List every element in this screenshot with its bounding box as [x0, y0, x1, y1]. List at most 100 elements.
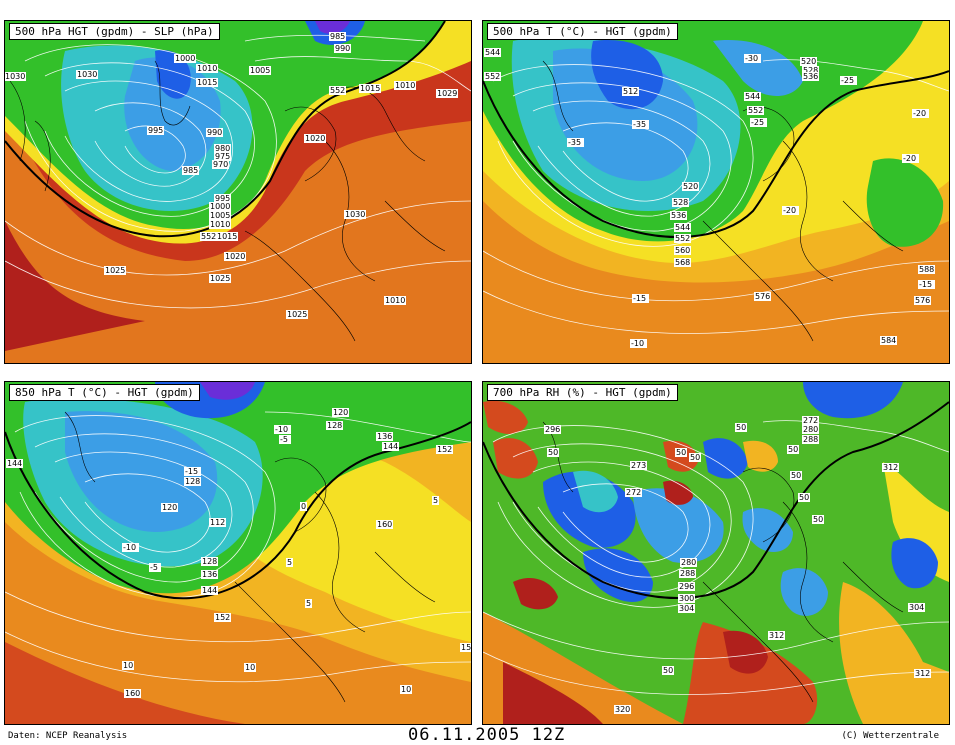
contour-label: 1005: [250, 66, 270, 75]
contour-label-bg: [544, 425, 561, 434]
contour-label: 296: [545, 425, 560, 434]
contour-label: 568: [675, 258, 690, 267]
contour-label-bg: [689, 453, 701, 462]
contour-label: 576: [755, 292, 770, 301]
contour-label-bg: [376, 520, 393, 529]
contour-label: 552: [330, 86, 345, 95]
contour-label: 128: [327, 421, 342, 430]
contour-label: 1000: [210, 202, 230, 211]
contour-label-bg: [436, 89, 458, 98]
contour-label: 975: [215, 152, 230, 161]
contour-label-bg: [300, 502, 307, 511]
contour-label: 312: [769, 631, 784, 640]
contour-label-bg: [675, 448, 687, 457]
contour-label-bg: [914, 669, 931, 678]
contour-label: -5: [280, 435, 288, 444]
contour-label-bg: [326, 421, 343, 430]
contour-label: 552: [748, 106, 763, 115]
contour-label: 584: [881, 336, 896, 345]
panel-title: 500 hPa T (°C) - HGT (gpdm): [487, 23, 678, 40]
contour-label-bg: [249, 66, 271, 75]
contour-label: 520: [683, 182, 698, 191]
contour-label-bg: [802, 435, 819, 444]
contour-label: 990: [335, 44, 350, 53]
contour-label: -20: [913, 109, 926, 118]
map-700hpa-rh-hgt: 2965027327250505050280288296300304502722…: [483, 382, 949, 724]
contour-label-bg: [400, 685, 412, 694]
contour-label-bg: [329, 86, 346, 95]
contour-label-bg: [184, 477, 201, 486]
contour-label: -10: [631, 339, 644, 348]
contour-label-bg: [614, 705, 631, 714]
contour-label: 273: [631, 461, 646, 470]
contour-label-bg: [286, 310, 308, 319]
contour-label-bg: [914, 296, 931, 305]
contour-label-bg: [216, 232, 238, 241]
contour-label-bg: [787, 445, 799, 454]
contour-label-bg: [880, 336, 897, 345]
copyright: (C) Wetterzentrale: [841, 731, 939, 741]
contour-label-bg: [122, 543, 139, 552]
contour-label: 552: [675, 234, 690, 243]
contour-label: 50: [736, 423, 746, 432]
contour-label: 50: [676, 448, 686, 457]
contour-label: 588: [919, 265, 934, 274]
contour-label-bg: [678, 604, 695, 613]
contour-label: 1030: [345, 210, 365, 219]
contour-label: 10: [123, 661, 133, 670]
contour-label: 152: [437, 445, 452, 454]
panel-title: 700 hPa RH (%) - HGT (gpdm): [487, 384, 678, 401]
contour-label-bg: [274, 425, 291, 434]
contour-label-bg: [674, 246, 691, 255]
contour-label: 272: [626, 488, 641, 497]
contour-label: 5: [287, 558, 292, 567]
panel-title: 850 hPa T (°C) - HGT (gpdm): [9, 384, 200, 401]
contour-label: 10: [401, 685, 411, 694]
contour-label: 1025: [105, 266, 125, 275]
contour-label-bg: [174, 54, 196, 63]
contour-label: -15: [633, 294, 646, 303]
contour-label: 50: [663, 666, 673, 675]
contour-label-bg: [212, 160, 229, 169]
contour-label-bg: [124, 689, 141, 698]
contour-label: 985: [330, 32, 345, 41]
contour-label: 272: [803, 416, 818, 425]
contour-label-bg: [782, 206, 799, 215]
panel-500hpa-hgt-slp: 985 990 1000 1010 1015 1005 1030 995 990 980 975 97…: [4, 20, 472, 364]
contour-label: 50: [799, 493, 809, 502]
contour-label-bg: [630, 461, 647, 470]
contour-label-bg: [625, 488, 642, 497]
contour-label: 50: [548, 448, 558, 457]
valid-datetime: 06.11.2005 12Z: [408, 725, 566, 745]
contour-label: -30: [745, 54, 758, 63]
contour-label: 50: [690, 453, 700, 462]
contour-label: 320: [615, 705, 630, 714]
contour-label-bg: [632, 294, 649, 303]
data-source: Daten: NCEP Reanalysis: [8, 731, 128, 741]
info-bar: Daten: NCEP Reanalysis 06.11.2005 12Z (C…: [0, 363, 955, 745]
contour-label: 288: [680, 569, 695, 578]
contour-label: 1020: [225, 252, 245, 261]
contour-label: 1025: [210, 274, 230, 283]
contour-label: 1020: [305, 134, 325, 143]
contour-label-bg: [384, 296, 406, 305]
contour-label: -25: [841, 76, 854, 85]
contour-label-bg: [768, 631, 785, 640]
contour-label-bg: [735, 423, 747, 432]
contour-label-bg: [840, 76, 857, 85]
contour-label-bg: [622, 87, 639, 96]
contour-label-bg: [682, 182, 699, 191]
contour-label: 144: [202, 586, 217, 595]
contour-label: 5: [306, 599, 311, 608]
contour-label-bg: [201, 586, 218, 595]
contour-label: 112: [210, 518, 225, 527]
contour-label: -10: [275, 425, 288, 434]
contour-label-bg: [149, 563, 161, 572]
contour-label-bg: [209, 202, 231, 211]
contour-label: 120: [162, 503, 177, 512]
contour-label-bg: [750, 118, 767, 127]
contour-label-bg: [436, 445, 453, 454]
contour-label: 1010: [197, 64, 217, 73]
contour-label-bg: [332, 408, 349, 417]
